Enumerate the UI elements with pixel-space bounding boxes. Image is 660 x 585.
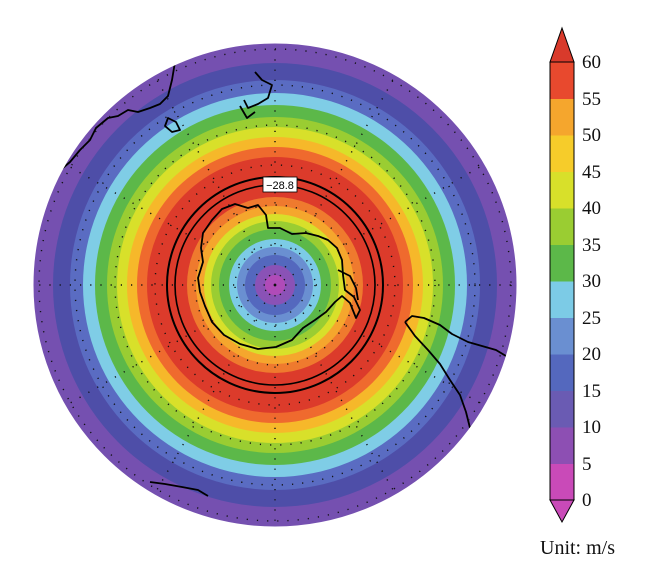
graticule-parallel <box>234 244 316 326</box>
south-america-coastline <box>404 315 517 363</box>
colorbar-segment <box>550 171 574 209</box>
colorbar-bottom-triangle <box>549 499 575 524</box>
antarctica-coastline <box>197 203 361 350</box>
colorbar-tick-label: 20 <box>582 344 601 365</box>
colorbar-tick-label: 40 <box>582 198 601 219</box>
colorbar-outline <box>549 61 575 501</box>
colorbar-tick-label: 0 <box>582 490 592 511</box>
colorbar-tick-label: 35 <box>582 234 601 256</box>
colorbar-top-triangle <box>549 26 575 63</box>
colorbar-segment <box>550 244 574 282</box>
coastlines <box>57 61 517 497</box>
graticule-parallels <box>38 48 512 522</box>
tasmania <box>164 117 181 133</box>
south-africa-coastline <box>149 481 209 497</box>
graticule-parallel <box>194 204 356 366</box>
contour-label-box <box>262 176 298 193</box>
colorbar-tick-label: 10 <box>582 417 601 438</box>
australia-coastline <box>57 61 176 173</box>
map-boundary <box>32 42 518 528</box>
colorbar-segment <box>550 390 574 428</box>
colorbar-tick-label: 50 <box>582 125 601 146</box>
colorbar-segment <box>550 463 574 501</box>
graticule-parallel <box>74 84 476 486</box>
colorbar-tick-label: 45 <box>582 161 601 183</box>
colorbar-segment <box>550 427 574 464</box>
colorbar-segment <box>550 135 574 172</box>
colorbar-segment <box>550 208 574 245</box>
colorbar-tick-label: 25 <box>582 307 601 329</box>
colorbar-segment <box>550 98 574 136</box>
colorbar-tick-label: 30 <box>582 271 601 292</box>
colorbar <box>549 26 575 524</box>
colorbar-tick-label: 55 <box>582 88 601 110</box>
graticule-parallel <box>154 164 396 406</box>
unit-label: Unit: m/s <box>540 537 616 559</box>
new-zealand-north <box>243 71 273 109</box>
colorbar-tick-label: 60 <box>582 52 601 73</box>
colorbar-segment <box>550 354 574 391</box>
colorbar-segment <box>550 62 574 99</box>
graticule-parallel <box>38 48 512 522</box>
new-zealand-south <box>239 105 256 119</box>
antarctic-peninsula <box>337 269 359 301</box>
graticule-parallel <box>114 124 436 446</box>
colorbar-segment <box>550 281 574 318</box>
contour-label: −28.8 <box>266 180 294 192</box>
colorbar-tick-label: 5 <box>582 453 592 475</box>
colorbar-tick-label: 15 <box>582 380 601 402</box>
wind-speed-map <box>33 43 517 527</box>
colorbar-segment <box>550 317 574 355</box>
south-america-coastline-west <box>404 321 471 429</box>
